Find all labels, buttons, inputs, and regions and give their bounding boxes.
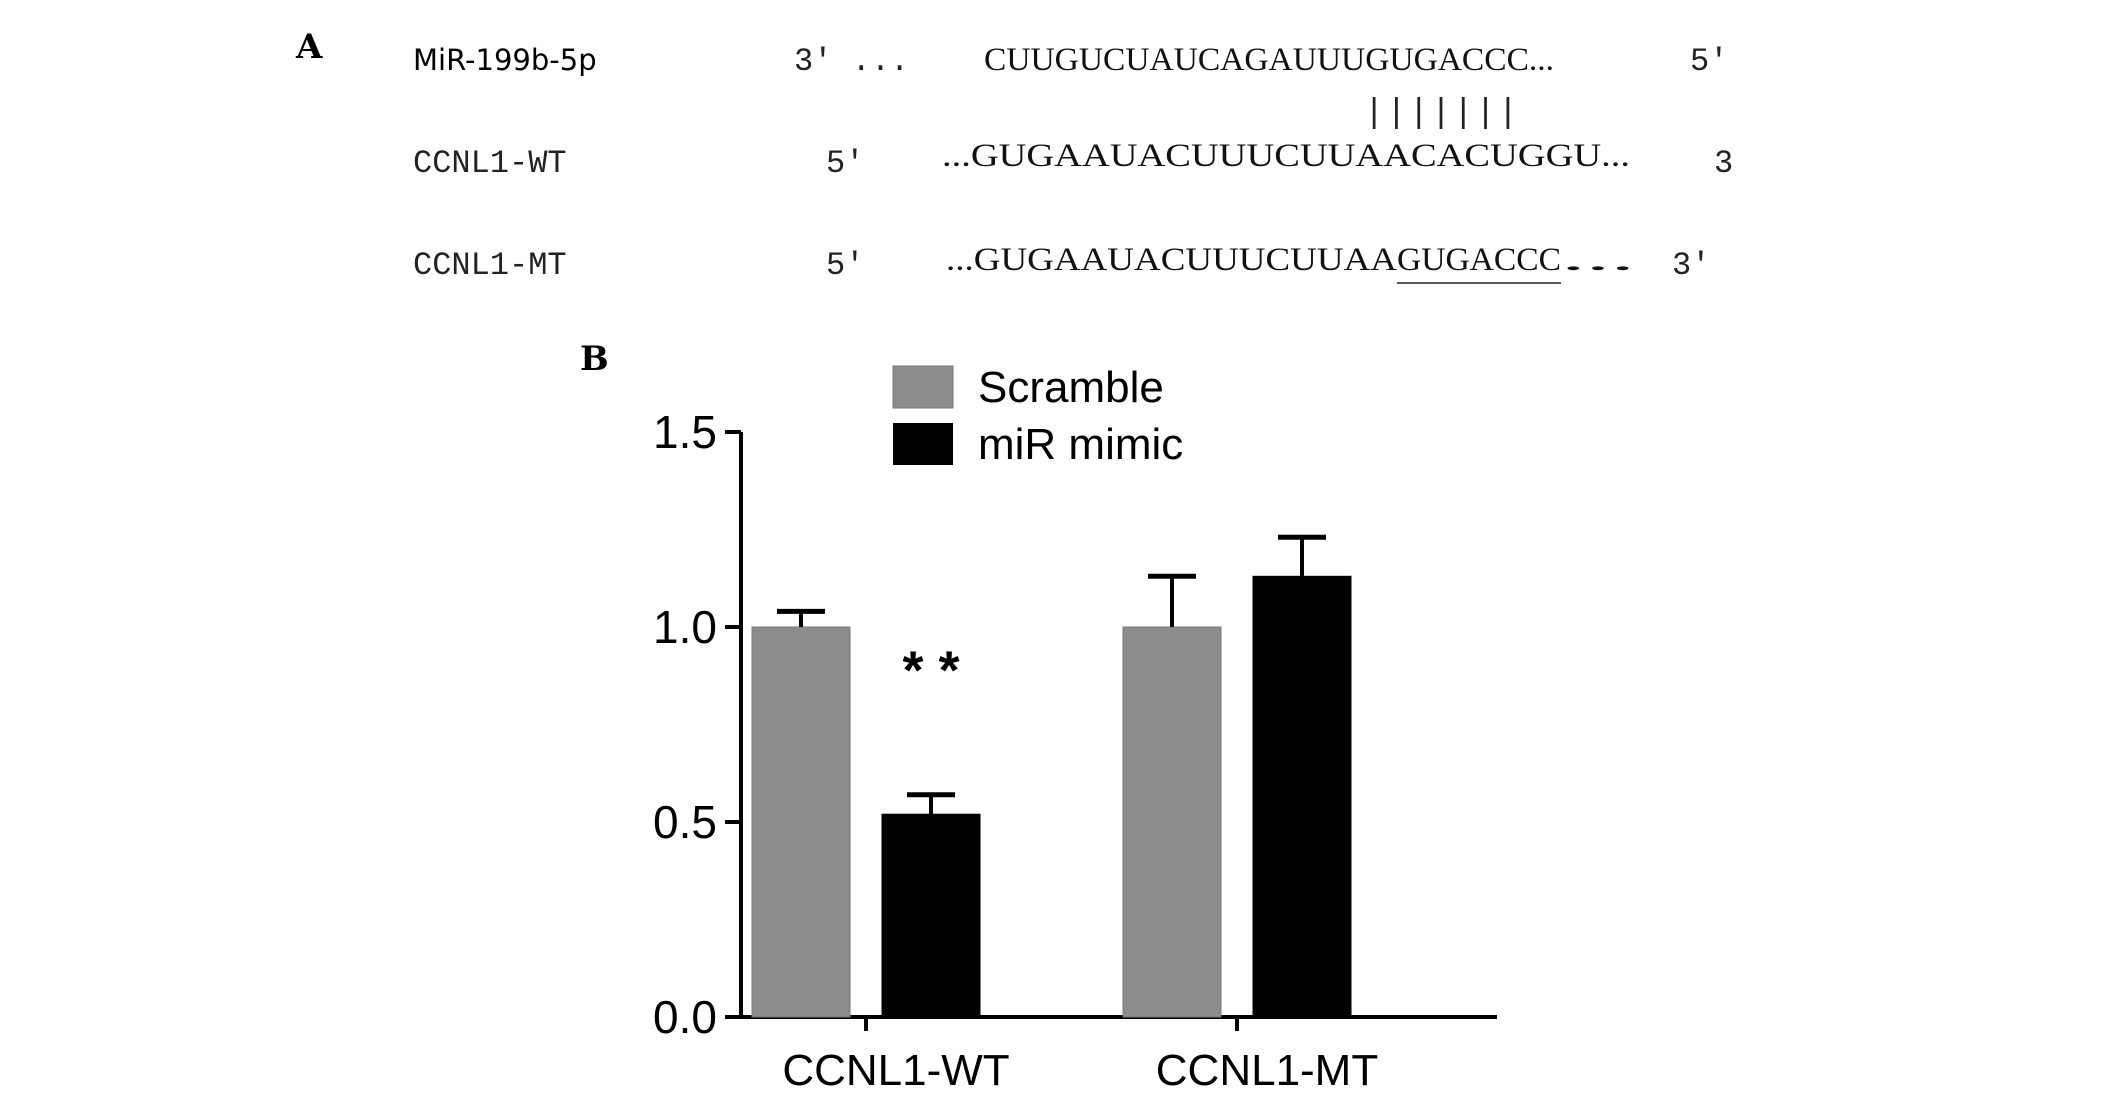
wt-row: CCNL1-WT 5' ...GUGAAUACUUUCUUAACACUGGU..… bbox=[413, 138, 1733, 182]
bar-mir-mimic-1 bbox=[1252, 575, 1352, 1018]
legend-swatch-scramble bbox=[892, 365, 954, 409]
mt-row-right-end: 3' bbox=[1672, 247, 1710, 284]
bar-mir-mimic-0 bbox=[881, 813, 981, 1018]
mt-row-sequence-suffix: ... bbox=[1561, 242, 1635, 278]
y-tick-label: 1.0 bbox=[653, 601, 717, 653]
mir-row: MiR-199b-5p 3' ... CUUGUCUAUCAGAUUUGUGAC… bbox=[413, 42, 1728, 80]
panel-a: A MiR-199b-5p 3' ... CUUGUCUAUCAGAUUUGUG… bbox=[295, 27, 1733, 284]
bar-scramble-1 bbox=[1122, 626, 1222, 1018]
y-tick-label: 0.5 bbox=[653, 796, 717, 848]
significance-annotation: * * bbox=[902, 640, 959, 700]
panel-b: B Scramble miR mimic 0.0 0.5 1.0 1.5 CCNL1-W… bbox=[580, 339, 1497, 1095]
mt-row-left-end: 5' bbox=[826, 247, 864, 284]
wt-row-left-end: 5' bbox=[826, 145, 864, 182]
wt-row-right-end: 3 bbox=[1714, 145, 1733, 182]
wt-row-sequence: ...GUGAAUACUUUCUUAACACUGGU... bbox=[942, 138, 1630, 174]
mt-row-sequence-prefix: ...GUGAAUACUUUCUUAA bbox=[946, 242, 1397, 278]
base-pairing-marks: ||||||| bbox=[1364, 95, 1520, 133]
mir-row-right-end: 5' bbox=[1690, 43, 1728, 80]
mt-row-label: CCNL1-MT bbox=[413, 247, 567, 284]
panel-a-letter: A bbox=[295, 27, 323, 67]
legend-label-mir-mimic: miR mimic bbox=[978, 420, 1183, 469]
mir-row-left-end: 3' ... bbox=[794, 43, 909, 80]
panel-b-letter: B bbox=[580, 339, 609, 379]
mt-row-sequence-mutated: GUGACCC bbox=[1397, 242, 1561, 278]
bar-chart: 0.0 0.5 1.0 1.5 CCNL1-WT CCNL1-MT * * bbox=[653, 406, 1497, 1095]
mt-row: CCNL1-MT 5' ...GUGAAUACUUUCUUAA GUGACCC … bbox=[413, 242, 1710, 284]
legend: Scramble miR mimic bbox=[892, 363, 1183, 469]
y-tick-label: 1.5 bbox=[653, 406, 717, 458]
bar-scramble-0 bbox=[751, 626, 851, 1018]
legend-label-scramble: Scramble bbox=[978, 363, 1164, 412]
legend-swatch-mir-mimic bbox=[893, 423, 953, 465]
wt-row-label: CCNL1-WT bbox=[413, 145, 567, 182]
category-label: CCNL1-MT bbox=[1156, 1046, 1378, 1095]
mir-row-sequence: CUUGUCUAUCAGAUUUGUGACCC... bbox=[984, 42, 1554, 78]
y-tick-label: 0.0 bbox=[653, 991, 717, 1043]
mir-row-label: MiR-199b-5p bbox=[413, 43, 597, 77]
category-label: CCNL1-WT bbox=[782, 1046, 1009, 1095]
